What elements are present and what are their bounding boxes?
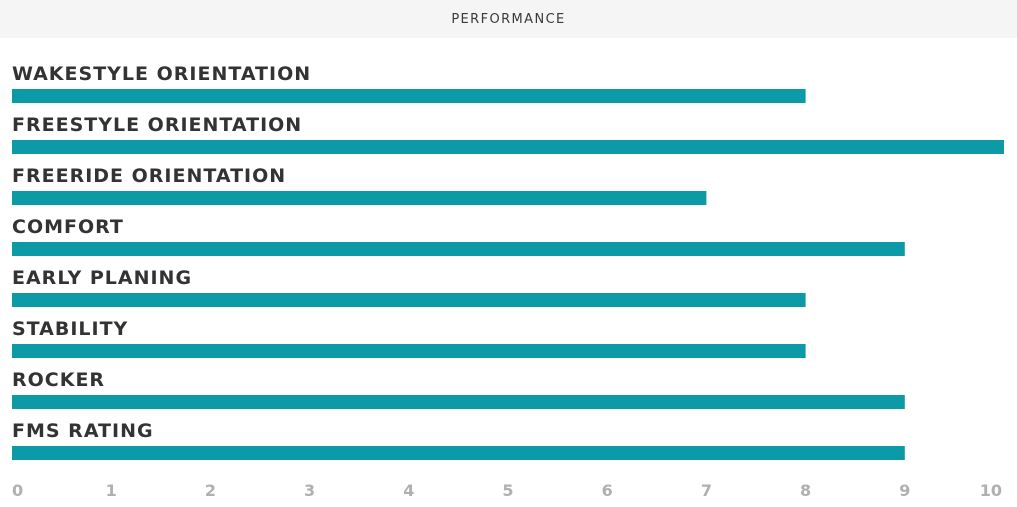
x-tick-label: 2 xyxy=(205,481,216,500)
bar xyxy=(12,395,905,409)
x-tick-label: 5 xyxy=(502,481,513,500)
category-label: STABILITY xyxy=(12,318,128,340)
bar xyxy=(12,242,905,256)
bar xyxy=(12,344,806,358)
category-label: WAKESTYLE ORIENTATION xyxy=(12,63,311,85)
category-label: FREERIDE ORIENTATION xyxy=(12,165,286,187)
bar xyxy=(12,191,707,205)
bars-group: WAKESTYLE ORIENTATION FREESTYLE ORIENTATI… xyxy=(12,63,1004,460)
chart-title: PERFORMANCE xyxy=(451,11,566,27)
x-tick-label: 0 xyxy=(12,481,23,500)
category-label: FREESTYLE ORIENTATION xyxy=(12,114,302,136)
x-tick-label: 9 xyxy=(899,481,910,500)
bar xyxy=(12,89,806,103)
category-label: EARLY PLANING xyxy=(12,267,192,289)
x-axis: 0 1 2 3 4 5 6 7 8 9 10 xyxy=(12,481,1002,500)
x-tick-label: 8 xyxy=(800,481,811,500)
category-label: ROCKER xyxy=(12,369,105,391)
x-tick-label: 4 xyxy=(403,481,414,500)
x-tick-label: 6 xyxy=(602,481,613,500)
bar xyxy=(12,140,1004,154)
bar xyxy=(12,293,806,307)
x-tick-label: 7 xyxy=(701,481,712,500)
category-label: COMFORT xyxy=(12,216,124,238)
x-tick-label: 10 xyxy=(980,481,1002,500)
chart-header: PERFORMANCE xyxy=(0,0,1017,38)
x-tick-label: 3 xyxy=(304,481,315,500)
performance-bar-chart: WAKESTYLE ORIENTATION FREESTYLE ORIENTATI… xyxy=(12,63,1004,500)
bar xyxy=(12,446,905,460)
category-label: FMS RATING xyxy=(12,420,154,442)
x-tick-label: 1 xyxy=(106,481,117,500)
